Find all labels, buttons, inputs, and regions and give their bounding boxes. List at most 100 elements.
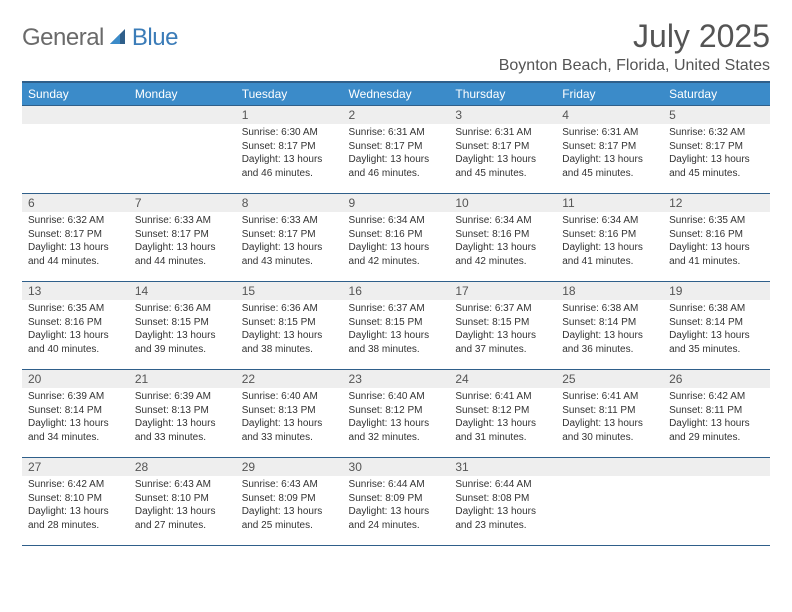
- daylight-text: Daylight: 13 hours and 45 minutes.: [562, 153, 657, 180]
- sunrise-text: Sunrise: 6:41 AM: [455, 390, 550, 404]
- sunrise-text: Sunrise: 6:32 AM: [669, 126, 764, 140]
- daylight-text: Daylight: 13 hours and 31 minutes.: [455, 417, 550, 444]
- sunrise-text: Sunrise: 6:31 AM: [455, 126, 550, 140]
- sunrise-text: Sunrise: 6:44 AM: [455, 478, 550, 492]
- day-number: 29: [236, 458, 343, 476]
- daylight-text: Daylight: 13 hours and 42 minutes.: [455, 241, 550, 268]
- daylight-text: Daylight: 13 hours and 32 minutes.: [349, 417, 444, 444]
- day-number: 4: [556, 106, 663, 124]
- calendar-day-cell: 29Sunrise: 6:43 AMSunset: 8:09 PMDayligh…: [236, 458, 343, 546]
- sunset-text: Sunset: 8:14 PM: [28, 404, 123, 418]
- sunset-text: Sunset: 8:15 PM: [455, 316, 550, 330]
- day-details: Sunrise: 6:34 AMSunset: 8:16 PMDaylight:…: [449, 212, 556, 272]
- daylight-text: Daylight: 13 hours and 45 minutes.: [455, 153, 550, 180]
- calendar-day-cell: 3 Sunrise: 6:31 AMSunset: 8:17 PMDaylight…: [449, 106, 556, 194]
- day-details: Sunrise: 6:41 AMSunset: 8:12 PMDaylight:…: [449, 388, 556, 448]
- daylight-text: Daylight: 13 hours and 34 minutes.: [28, 417, 123, 444]
- day-number: 31: [449, 458, 556, 476]
- day-details: Sunrise: 6:30 AMSunset: 8:17 PMDaylight:…: [236, 124, 343, 184]
- day-details: Sunrise: 6:44 AMSunset: 8:08 PMDaylight:…: [449, 476, 556, 536]
- day-details: Sunrise: 6:35 AMSunset: 8:16 PMDaylight:…: [663, 212, 770, 272]
- day-header: Friday: [556, 82, 663, 106]
- calendar-day-cell: [129, 106, 236, 194]
- day-number: 17: [449, 282, 556, 300]
- sunset-text: Sunset: 8:16 PM: [669, 228, 764, 242]
- day-number: 26: [663, 370, 770, 388]
- day-details: Sunrise: 6:33 AMSunset: 8:17 PMDaylight:…: [236, 212, 343, 272]
- day-details: Sunrise: 6:40 AMSunset: 8:13 PMDaylight:…: [236, 388, 343, 448]
- sunrise-text: Sunrise: 6:37 AM: [455, 302, 550, 316]
- daylight-text: Daylight: 13 hours and 37 minutes.: [455, 329, 550, 356]
- day-details: Sunrise: 6:38 AMSunset: 8:14 PMDaylight:…: [556, 300, 663, 360]
- sunset-text: Sunset: 8:10 PM: [135, 492, 230, 506]
- day-details: Sunrise: 6:41 AMSunset: 8:11 PMDaylight:…: [556, 388, 663, 448]
- sunset-text: Sunset: 8:17 PM: [455, 140, 550, 154]
- sunset-text: Sunset: 8:12 PM: [455, 404, 550, 418]
- day-details: Sunrise: 6:40 AMSunset: 8:12 PMDaylight:…: [343, 388, 450, 448]
- sunrise-text: Sunrise: 6:39 AM: [135, 390, 230, 404]
- day-details: Sunrise: 6:31 AMSunset: 8:17 PMDaylight:…: [343, 124, 450, 184]
- calendar-day-cell: 26Sunrise: 6:42 AMSunset: 8:11 PMDayligh…: [663, 370, 770, 458]
- day-details: Sunrise: 6:39 AMSunset: 8:13 PMDaylight:…: [129, 388, 236, 448]
- day-number: 21: [129, 370, 236, 388]
- sunrise-text: Sunrise: 6:34 AM: [455, 214, 550, 228]
- calendar-day-cell: 28Sunrise: 6:43 AMSunset: 8:10 PMDayligh…: [129, 458, 236, 546]
- sunrise-text: Sunrise: 6:40 AM: [242, 390, 337, 404]
- day-number: 20: [22, 370, 129, 388]
- day-number: 1: [236, 106, 343, 124]
- day-number: 22: [236, 370, 343, 388]
- calendar-week-row: 20Sunrise: 6:39 AMSunset: 8:14 PMDayligh…: [22, 370, 770, 458]
- day-details: Sunrise: 6:43 AMSunset: 8:09 PMDaylight:…: [236, 476, 343, 536]
- calendar-day-cell: [556, 458, 663, 546]
- calendar-day-cell: 23Sunrise: 6:40 AMSunset: 8:12 PMDayligh…: [343, 370, 450, 458]
- day-details: Sunrise: 6:32 AMSunset: 8:17 PMDaylight:…: [663, 124, 770, 184]
- sunset-text: Sunset: 8:15 PM: [349, 316, 444, 330]
- day-number: 23: [343, 370, 450, 388]
- sunrise-text: Sunrise: 6:31 AM: [349, 126, 444, 140]
- sunset-text: Sunset: 8:15 PM: [242, 316, 337, 330]
- day-number: [22, 106, 129, 124]
- day-details: Sunrise: 6:34 AMSunset: 8:16 PMDaylight:…: [343, 212, 450, 272]
- day-number: 3: [449, 106, 556, 124]
- sunset-text: Sunset: 8:17 PM: [349, 140, 444, 154]
- day-number: 18: [556, 282, 663, 300]
- day-number: 5: [663, 106, 770, 124]
- sunset-text: Sunset: 8:11 PM: [562, 404, 657, 418]
- daylight-text: Daylight: 13 hours and 45 minutes.: [669, 153, 764, 180]
- day-details: Sunrise: 6:44 AMSunset: 8:09 PMDaylight:…: [343, 476, 450, 536]
- sunset-text: Sunset: 8:15 PM: [135, 316, 230, 330]
- calendar-week-row: 27Sunrise: 6:42 AMSunset: 8:10 PMDayligh…: [22, 458, 770, 546]
- calendar-day-cell: 20Sunrise: 6:39 AMSunset: 8:14 PMDayligh…: [22, 370, 129, 458]
- sunset-text: Sunset: 8:09 PM: [242, 492, 337, 506]
- sunset-text: Sunset: 8:17 PM: [242, 228, 337, 242]
- calendar-day-cell: 30Sunrise: 6:44 AMSunset: 8:09 PMDayligh…: [343, 458, 450, 546]
- sunrise-text: Sunrise: 6:30 AM: [242, 126, 337, 140]
- calendar-day-cell: [22, 106, 129, 194]
- calendar-day-cell: 31Sunrise: 6:44 AMSunset: 8:08 PMDayligh…: [449, 458, 556, 546]
- daylight-text: Daylight: 13 hours and 41 minutes.: [669, 241, 764, 268]
- sunset-text: Sunset: 8:17 PM: [242, 140, 337, 154]
- day-number: 27: [22, 458, 129, 476]
- calendar-day-cell: 17 Sunrise: 6:37 AMSunset: 8:15 PMDayligh…: [449, 282, 556, 370]
- sunrise-text: Sunrise: 6:34 AM: [349, 214, 444, 228]
- daylight-text: Daylight: 13 hours and 38 minutes.: [349, 329, 444, 356]
- sunset-text: Sunset: 8:08 PM: [455, 492, 550, 506]
- sunset-text: Sunset: 8:14 PM: [562, 316, 657, 330]
- daylight-text: Daylight: 13 hours and 44 minutes.: [135, 241, 230, 268]
- day-details: Sunrise: 6:31 AMSunset: 8:17 PMDaylight:…: [556, 124, 663, 184]
- day-number: 24: [449, 370, 556, 388]
- day-details: Sunrise: 6:34 AMSunset: 8:16 PMDaylight:…: [556, 212, 663, 272]
- sunrise-text: Sunrise: 6:34 AM: [562, 214, 657, 228]
- day-number: [556, 458, 663, 476]
- sunrise-text: Sunrise: 6:42 AM: [669, 390, 764, 404]
- calendar-day-cell: [663, 458, 770, 546]
- daylight-text: Daylight: 13 hours and 46 minutes.: [349, 153, 444, 180]
- title-block: July 2025 Boynton Beach, Florida, United…: [499, 18, 770, 75]
- day-number: 28: [129, 458, 236, 476]
- calendar-table: Sunday Monday Tuesday Wednesday Thursday…: [22, 81, 770, 546]
- day-header: Thursday: [449, 82, 556, 106]
- day-number: 14: [129, 282, 236, 300]
- calendar-day-cell: 24Sunrise: 6:41 AMSunset: 8:12 PMDayligh…: [449, 370, 556, 458]
- day-number: 15: [236, 282, 343, 300]
- day-number: 7: [129, 194, 236, 212]
